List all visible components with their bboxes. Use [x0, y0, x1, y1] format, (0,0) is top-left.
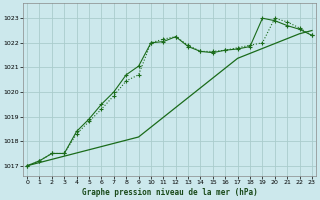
- X-axis label: Graphe pression niveau de la mer (hPa): Graphe pression niveau de la mer (hPa): [82, 188, 257, 197]
